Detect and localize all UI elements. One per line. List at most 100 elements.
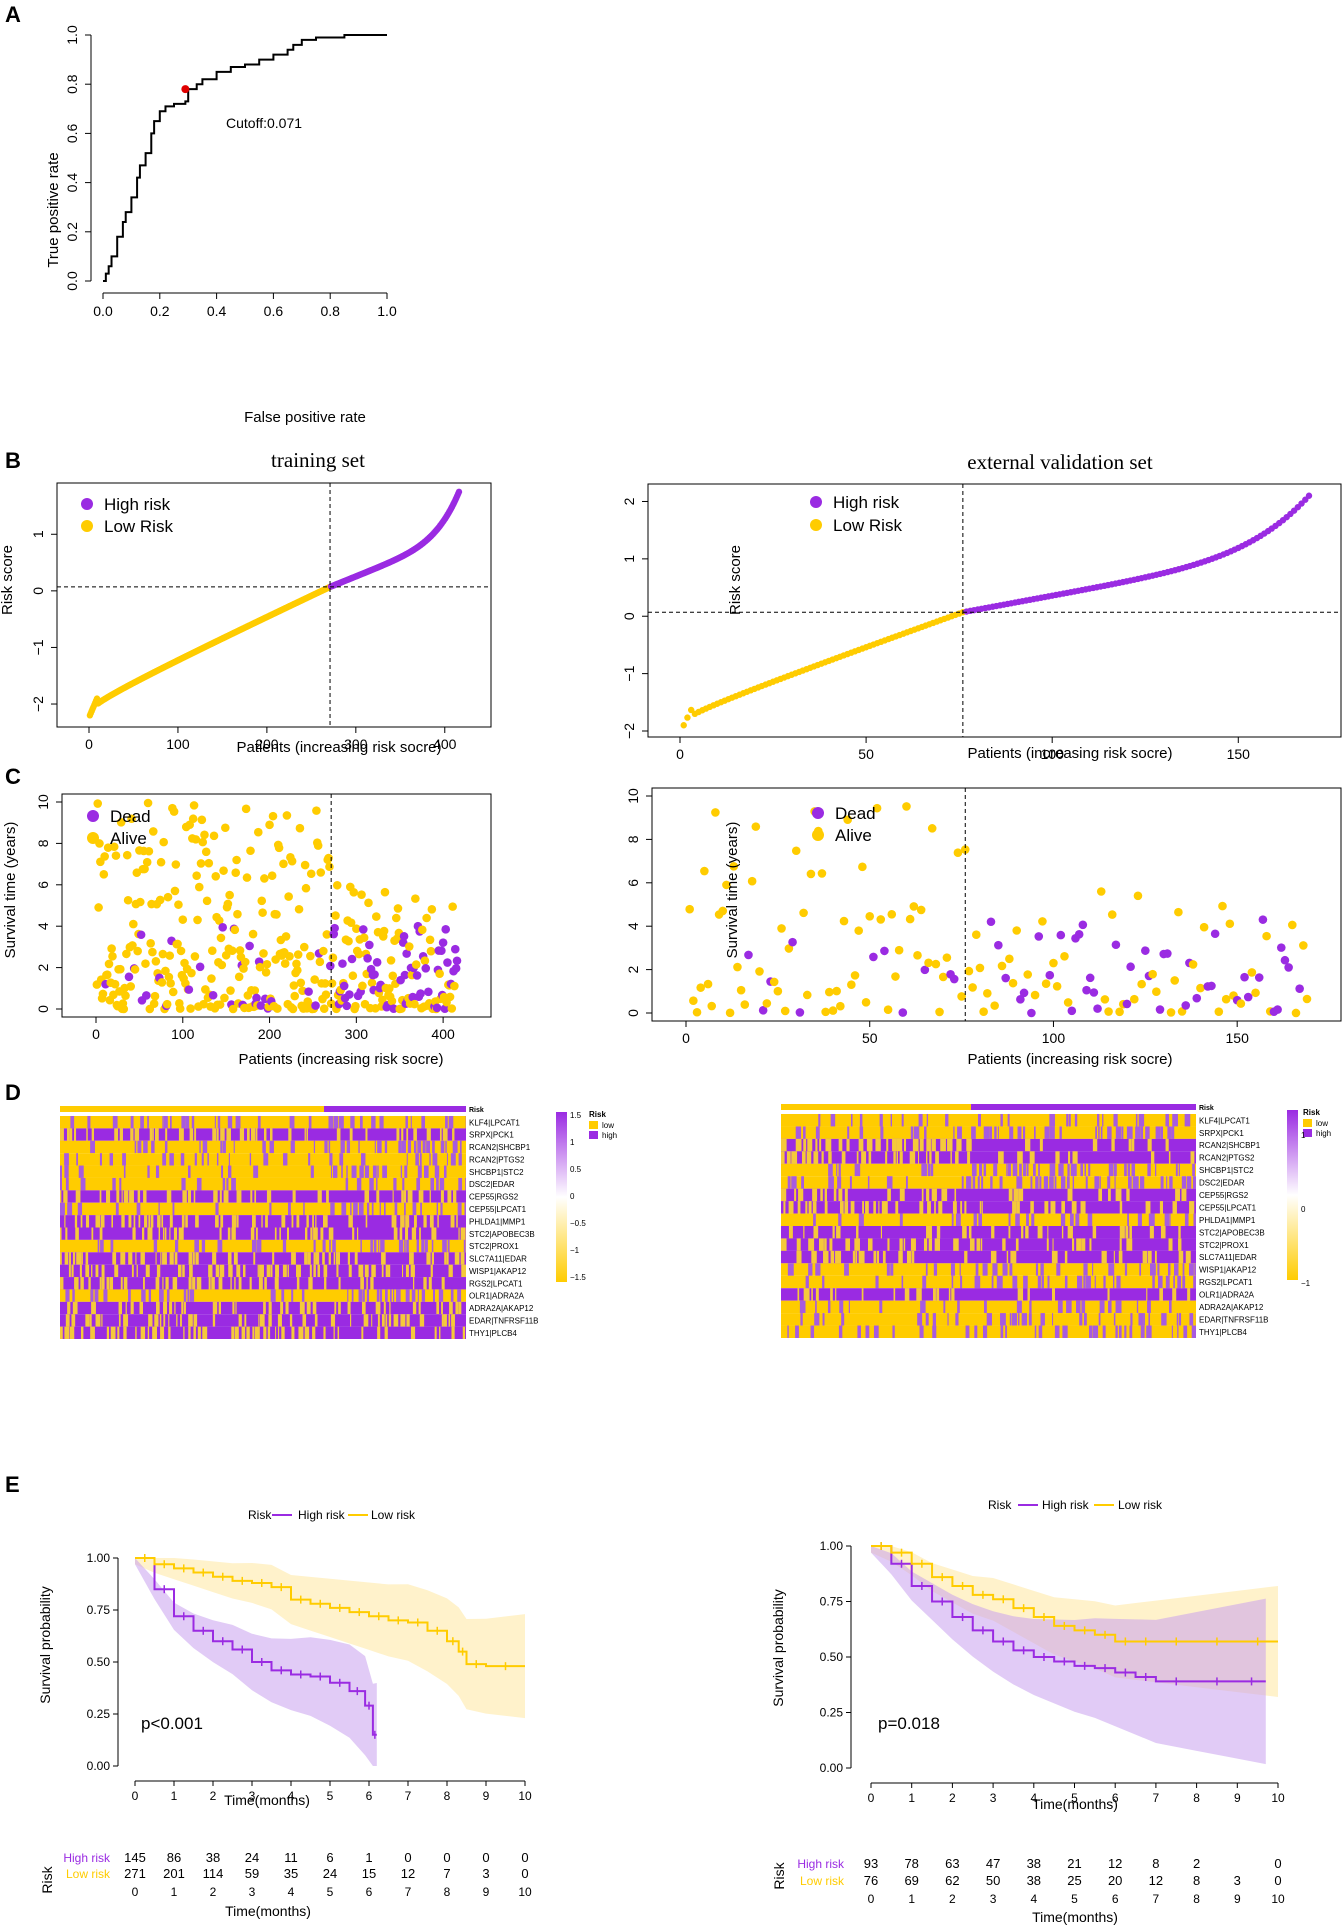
left-heat-cell [372,1165,377,1178]
left-heat-cell [218,1277,223,1290]
left-risk-x-tick-label: 400 [433,736,457,752]
km-right-table-low-count: 0 [1274,1873,1281,1888]
right-heat-gene-label: WISP1|AKAP12 [1199,1266,1257,1275]
right-heat-cell [1147,1300,1151,1314]
left-heat-cell [227,1116,233,1129]
km-right-table-low-count: 76 [864,1873,878,1888]
left-heat-cell [219,1227,222,1240]
km-right-table-x-tick-label: 1 [908,1892,915,1906]
left-surv-point [155,895,165,905]
left-heat-cell [123,1326,127,1339]
left-heat-cell [404,1202,406,1216]
left-heat-cell [458,1301,462,1315]
right-heat-row-base [781,1114,1196,1127]
left-heat-cell [282,1264,287,1278]
right-heat-cell [1012,1163,1018,1177]
left-surv-point [447,1004,457,1013]
left-heat-cell [266,1264,271,1278]
right-heat-cell [1080,1163,1084,1177]
left-heat-cell [67,1301,71,1315]
left-surv-point [326,961,335,971]
left-heat-risk-high-bar [324,1106,466,1112]
right-surv-point [916,905,926,915]
left-heat-cell [155,1165,160,1178]
left-surv-point [148,827,158,836]
left-km-x-tick-label: 10 [518,1789,532,1803]
right-heat-cell [1155,1163,1157,1177]
left-surv-point [136,930,146,940]
right-heat-cell [1150,1151,1155,1164]
left-surv-point [144,846,154,856]
left-heat-cell [304,1128,306,1141]
left-heat-cell [123,1165,126,1178]
left-heat-cell [380,1239,385,1253]
left-heat-cell [128,1215,132,1228]
km-right-table-high-count: 21 [1067,1856,1081,1871]
left-heat-cell [137,1190,141,1203]
heat-left-legend-high: high [602,1131,617,1140]
left-surv-point [417,925,427,935]
left-risk-x-tick-label: 300 [344,736,368,752]
right-heat-cell [887,1238,890,1251]
right-heat-cell [1185,1250,1191,1264]
right-heat-cell [1174,1263,1179,1276]
left-surv-point [284,892,293,901]
right-heat-cell [1081,1300,1086,1314]
left-heat-cell [329,1153,333,1166]
km-right-table-x-tick-label: 9 [1234,1892,1241,1906]
left-surv-point [268,811,278,821]
left-heat-cell [366,1289,370,1302]
right-heat-gene-label: EDAR|TNFRSF11B [1199,1315,1269,1324]
left-heat-cell [153,1239,158,1253]
left-heat-cell [192,1277,196,1290]
km-left-table-low-count: 0 [521,1866,528,1881]
left-heat-cell [417,1289,419,1302]
right-heat-cell [917,1313,923,1326]
right-heat-cell [983,1163,987,1177]
right-heat-cell [962,1226,967,1239]
right-surv-point [1236,999,1246,1008]
left-heat-cell [302,1314,307,1327]
validation-set-title: external validation set [967,450,1153,474]
right-surv-point [799,908,808,918]
right-heat-cell [1002,1238,1006,1251]
right-heat-cell [875,1275,879,1289]
right-heat-cell [1025,1138,1031,1152]
left-km-y-tick-label: 0.00 [87,1759,111,1773]
right-heat-cell [989,1126,993,1139]
right-heat-cell [1005,1325,1007,1338]
right-surv-point [762,999,772,1008]
left-surv-point [359,933,369,943]
left-surv-point [171,860,181,869]
left-heat-cell [158,1202,160,1216]
right-heat-cell [1007,1114,1010,1127]
left-heat-cell [169,1153,174,1166]
right-surv-point [986,917,996,927]
roc-x-tick-label: 0.0 [93,303,113,319]
right-heat-cell [906,1250,912,1264]
left-heat-cell [430,1177,435,1191]
left-surv-point [173,939,182,949]
left-surv-point [142,857,152,867]
right-heat-cell [862,1201,864,1214]
left-heat-cell [317,1264,320,1278]
left-surv-point [391,913,401,923]
right-heat-cell [1190,1151,1195,1164]
right-heat-cell [1178,1238,1182,1251]
left-heat-cell [259,1314,265,1327]
right-surv-frame [651,787,1342,1022]
right-heat-cell [1051,1250,1058,1264]
right-heat-cell [818,1114,821,1127]
right-heat-cell [812,1188,818,1202]
right-heat-cell [1092,1263,1094,1276]
left-risk-y-tick-label: −1 [30,639,46,655]
right-heat-cell [934,1201,936,1214]
left-heat-cell [401,1140,406,1154]
heat-right-scale-label: 0 [1301,1205,1306,1214]
left-heat-cell [155,1277,160,1290]
left-surv-point [200,830,209,840]
right-surv-point [983,988,992,998]
right-heat-cell [916,1288,922,1301]
left-heat-cell [172,1202,175,1216]
left-heat-cell [411,1289,416,1302]
